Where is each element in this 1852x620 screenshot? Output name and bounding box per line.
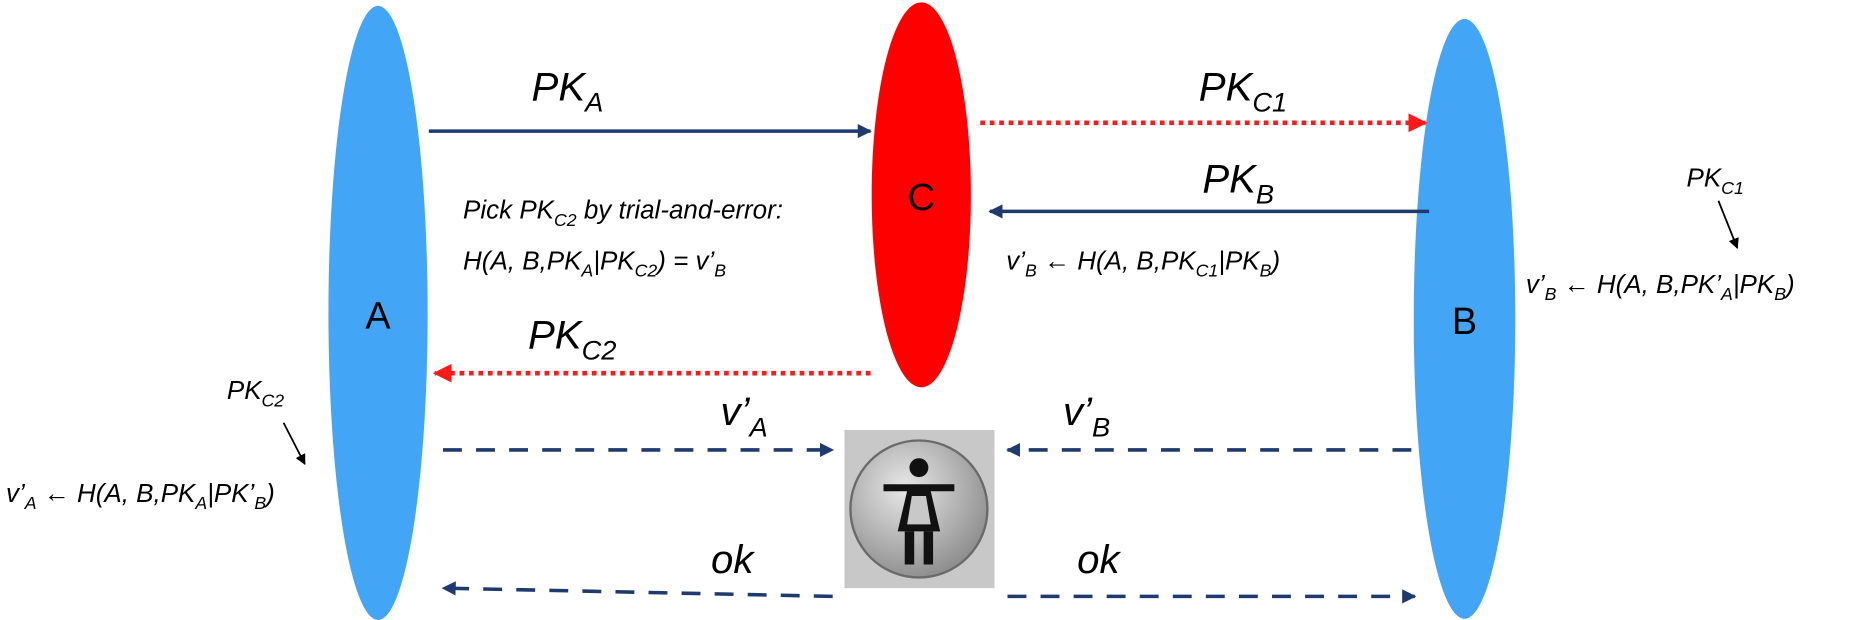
text-run: PK (1687, 163, 1723, 193)
message-label: v’A (721, 389, 768, 442)
subscript: A (748, 411, 768, 442)
text-run: by trial-and-error: (577, 194, 783, 224)
text-run: H(A, B,PK (463, 245, 583, 275)
subscript: C1 (1252, 87, 1287, 118)
subscript: B (1256, 179, 1274, 210)
note: PKC2 (227, 375, 284, 410)
text-run: PK (1202, 156, 1258, 201)
subscript: B (1092, 411, 1110, 442)
subscript: B (1025, 261, 1037, 281)
subscript: B (714, 261, 726, 281)
subscript: A (580, 261, 593, 281)
subscript: C1 (1721, 178, 1744, 198)
message-label: PKA (532, 64, 604, 117)
arrow (1718, 201, 1737, 248)
text-run: v’ (1006, 245, 1026, 275)
subscript: A (583, 87, 603, 118)
text-run: ← H(A, B,PK (37, 478, 197, 508)
text-run: |PK (1733, 269, 1776, 299)
message-label: v’B (1063, 389, 1110, 442)
text-run: v’ (1063, 389, 1093, 434)
diagram: A C B PKA PKC1 PKB PKC2 v’A v’B ok ok Pi… (0, 0, 1852, 620)
text-run: PK (528, 312, 584, 357)
text-run: ← H(A, B,PK’ (1557, 269, 1723, 299)
message-label: PKB (1202, 156, 1274, 209)
subscript: C2 (554, 210, 577, 230)
text-run: PK (1199, 64, 1255, 109)
text-run: PK (532, 64, 588, 109)
arrow (284, 423, 305, 464)
subscript: B (1260, 261, 1272, 281)
text-run: |PK (1218, 245, 1261, 275)
restroom-icon (845, 430, 995, 588)
note: v’B ← H(A, B,PKC1|PKB) (1006, 245, 1280, 280)
page: Key exchange diagram {"nodes": {"a": "A"… (0, 0, 1852, 620)
text-run: ← H(A, B,PK (1037, 245, 1197, 275)
subscript: A (24, 493, 37, 513)
message-label: PKC1 (1199, 64, 1287, 117)
text-run: ok (711, 537, 755, 582)
subscript: A (1720, 284, 1733, 304)
subscript: C2 (582, 335, 617, 366)
note: v’B ← H(A, B,PK’A|PKB) (1526, 269, 1795, 304)
message-label: ok (1077, 537, 1121, 582)
node-label: B (1452, 301, 1477, 343)
note: H(A, B,PKA|PKC2) = v’B (463, 245, 726, 280)
subscript: C1 (1196, 261, 1219, 281)
message-label: ok (711, 537, 755, 582)
subscript: B (1774, 284, 1786, 304)
text-run: PK (227, 375, 263, 405)
note: Pick PKC2 by trial-and-error: (463, 194, 783, 229)
text-run: |PK (593, 245, 636, 275)
text-run: |PK’ (207, 478, 255, 508)
subscript: B (254, 493, 266, 513)
text-run: v’ (1526, 269, 1546, 299)
text-run: ) = v’ (654, 245, 715, 275)
node-label: C (908, 177, 935, 219)
subscript: C2 (262, 390, 285, 410)
message-label: PKC2 (528, 312, 616, 365)
subscript: C2 (635, 261, 658, 281)
subscript: A (194, 493, 207, 513)
node-label: A (365, 295, 391, 337)
subscript: B (1545, 284, 1557, 304)
arrow (443, 588, 833, 596)
text-run: ok (1077, 537, 1121, 582)
text-run: v’ (721, 389, 751, 434)
note: PKC1 (1687, 163, 1744, 198)
note: v’A ← H(A, B,PKA|PK’B) (6, 478, 275, 513)
body: A C B PKA PKC1 PKB PKC2 v’A v’B ok ok Pi… (0, 0, 1852, 620)
text-run: Pick PK (463, 194, 556, 224)
text-run: v’ (6, 478, 26, 508)
